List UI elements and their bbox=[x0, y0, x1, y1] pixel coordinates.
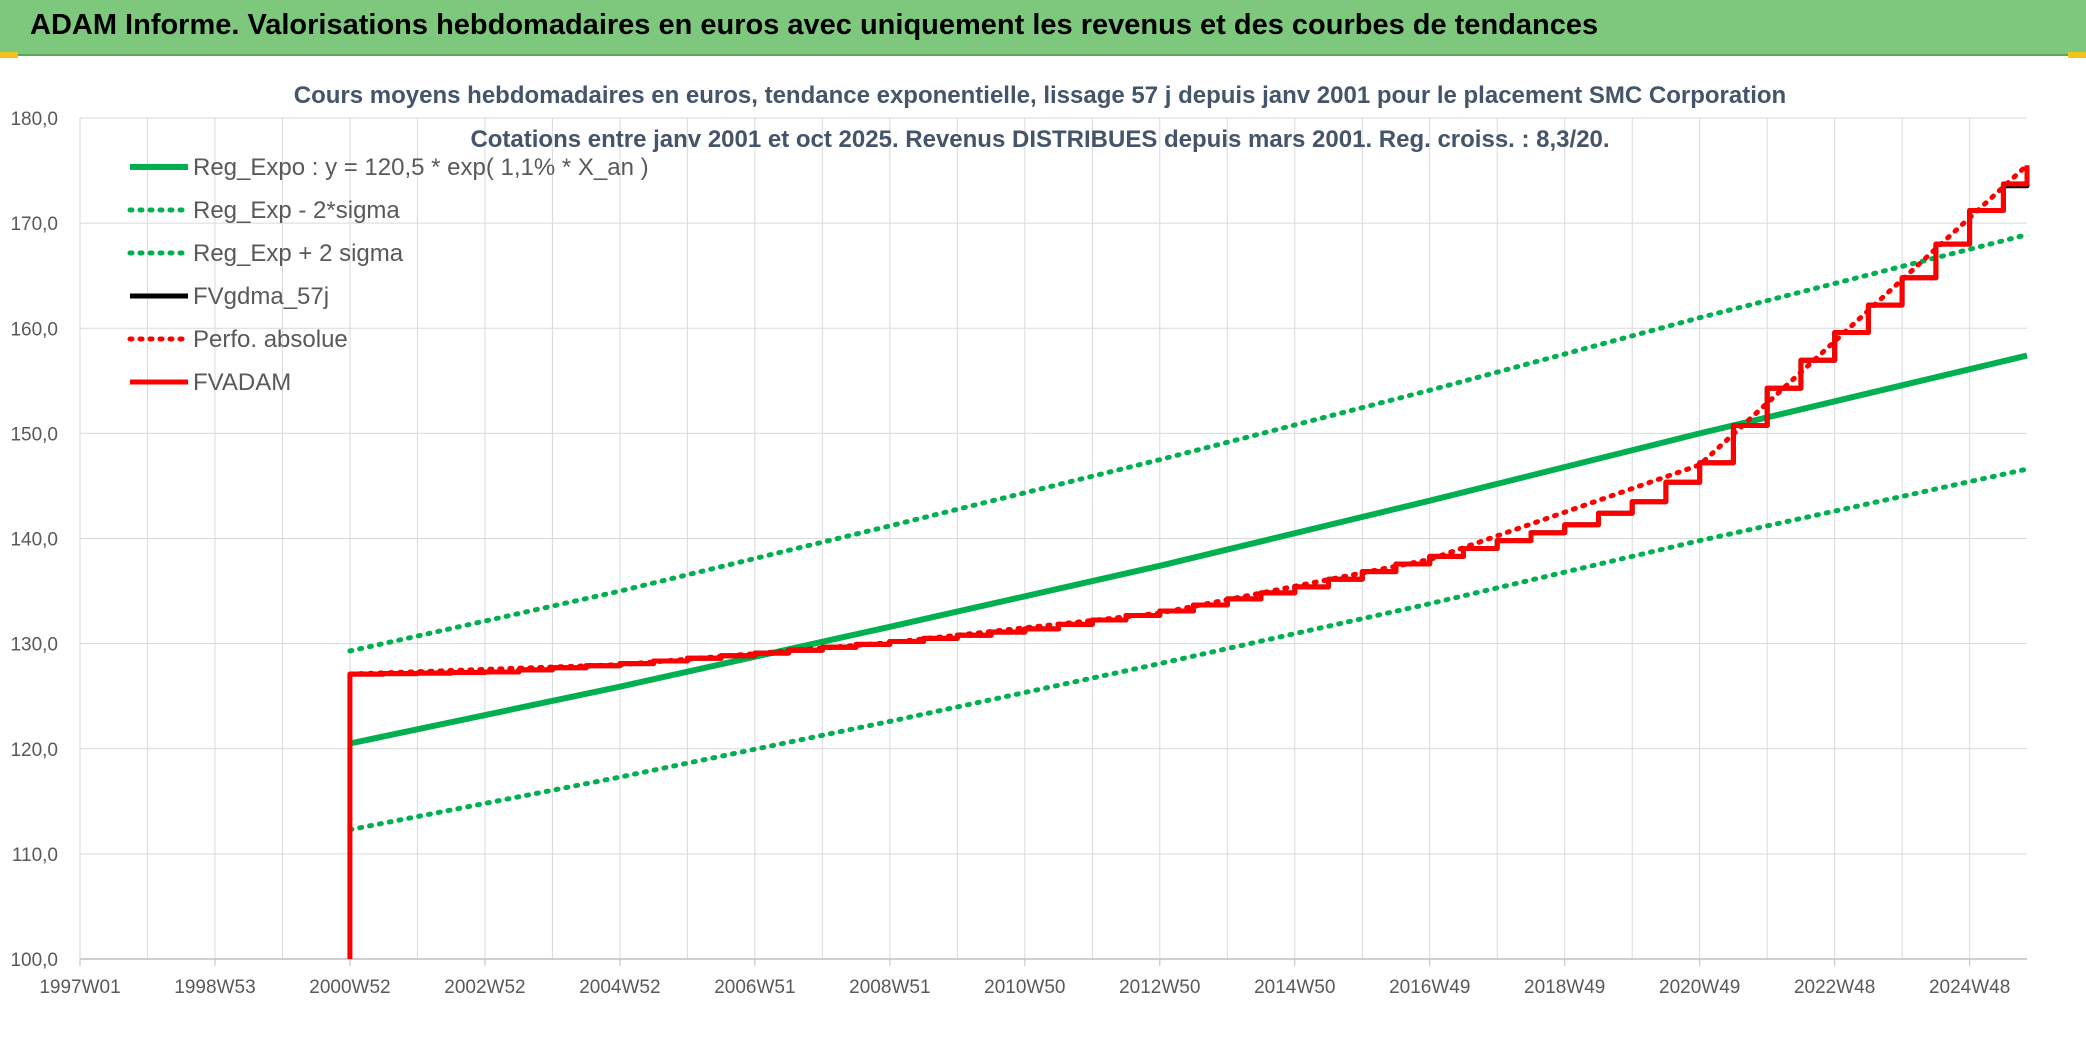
chart: 100,0 110,0 120,0 130,0 140,0 150,0 160,0 170,0… bbox=[10, 82, 2030, 998]
x-tick-label: 2010W50 bbox=[984, 977, 1065, 998]
x-tick-label: 2002W52 bbox=[444, 977, 525, 998]
x-tick-label: 2024W48 bbox=[1929, 977, 2010, 998]
y-tick-label: 180,0 bbox=[10, 109, 58, 130]
x-tick-label: 2020W49 bbox=[1659, 977, 1740, 998]
chart-title: Cours moyens hebdomadaires en euros, ten… bbox=[294, 82, 1786, 109]
legend-label: FVgdma_57j bbox=[193, 283, 329, 310]
corner-marker-right bbox=[2068, 52, 2086, 58]
legend-label: Reg_Exp - 2*sigma bbox=[193, 197, 400, 224]
legend-label: Reg_Exp + 2 sigma bbox=[193, 240, 404, 267]
legend-label: FVADAM bbox=[193, 369, 291, 396]
y-tick-label: 160,0 bbox=[10, 319, 58, 340]
series-line-fvgdma-57j bbox=[349, 168, 2030, 677]
series-line-perfo-absolue bbox=[347, 162, 2030, 677]
x-tick-label: 2006W51 bbox=[714, 977, 795, 998]
x-tick-label: 1998W53 bbox=[174, 977, 255, 998]
report-banner: ADAM Informe. Valorisations hebdomadaire… bbox=[0, 0, 2086, 56]
series-line-reg-exp-2-sigma bbox=[347, 232, 2030, 654]
x-tick-label: 2018W49 bbox=[1524, 977, 1605, 998]
x-tick-label: 1997W01 bbox=[39, 977, 120, 998]
corner-marker-left bbox=[0, 52, 18, 58]
x-tick-label: 2022W48 bbox=[1794, 977, 1875, 998]
x-tick-label: 2014W50 bbox=[1254, 977, 1335, 998]
y-tick-label: 140,0 bbox=[10, 530, 58, 551]
banner-title: ADAM Informe. Valorisations hebdomadaire… bbox=[30, 9, 1599, 41]
legend-label: Reg_Expo : y = 120,5 * exp( 1,1% * X_an … bbox=[193, 154, 649, 181]
y-tick-label: 170,0 bbox=[10, 214, 58, 235]
series-line-reg-expo-y-120-5-exp-1-1-x-an bbox=[349, 352, 2028, 747]
x-tick-label: 2008W51 bbox=[849, 977, 930, 998]
y-tick-label: 100,0 bbox=[10, 950, 58, 971]
series-line-fvadam bbox=[347, 165, 2030, 959]
legend: Reg_Expo : y = 120,5 * exp( 1,1% * X_an … bbox=[127, 154, 649, 396]
x-tick-label: 2016W49 bbox=[1389, 977, 1470, 998]
legend-label: Perfo. absolue bbox=[193, 326, 348, 353]
x-tick-label: 2000W52 bbox=[309, 977, 390, 998]
series-line-reg-exp-2-sigma bbox=[347, 466, 2030, 833]
chart-subtitle: Cotations entre janv 2001 et oct 2025. R… bbox=[470, 126, 1609, 153]
series-lines bbox=[347, 162, 2030, 959]
y-tick-label: 130,0 bbox=[10, 635, 58, 656]
x-tick-label: 2004W52 bbox=[579, 977, 660, 998]
y-tick-label: 120,0 bbox=[10, 740, 58, 761]
x-tick-label: 2012W50 bbox=[1119, 977, 1200, 998]
y-tick-label: 150,0 bbox=[10, 424, 58, 445]
y-tick-label: 110,0 bbox=[12, 845, 58, 866]
axes: 100,0 110,0 120,0 130,0 140,0 150,0 160,0 170,0… bbox=[10, 109, 2027, 998]
